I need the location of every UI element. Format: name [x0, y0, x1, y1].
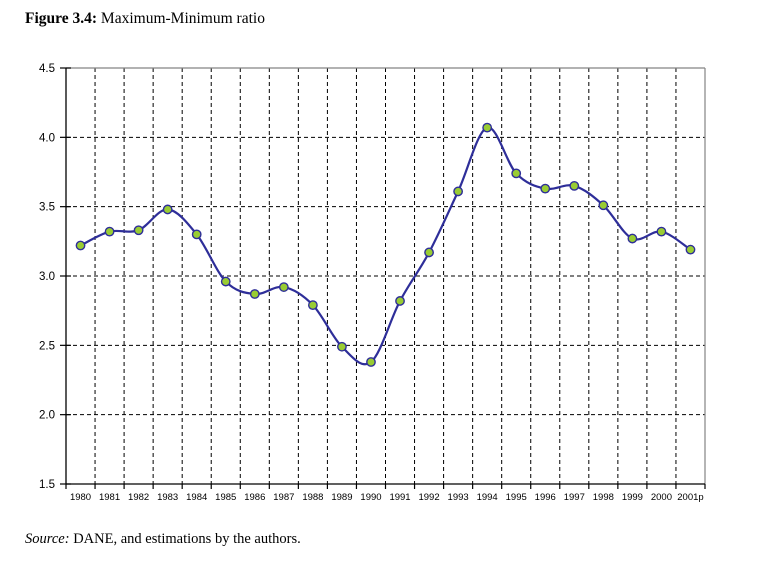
- data-point-1996: [540, 183, 551, 194]
- data-point-1986: [249, 289, 260, 299]
- x-tick-label: 1993: [448, 492, 469, 503]
- x-tick-label: 1998: [593, 492, 614, 503]
- x-tick-label: 1981: [99, 492, 120, 503]
- source-note: Source: DANE, and estimations by the aut…: [25, 531, 301, 548]
- x-tick-label: 1995: [506, 492, 527, 503]
- y-tick-label: 2.0: [39, 410, 55, 422]
- x-tick-label: 1987: [273, 492, 294, 503]
- x-tick-label: 1989: [331, 492, 352, 503]
- y-tick-label: 1.5: [39, 479, 55, 491]
- data-point-1992: [424, 247, 434, 258]
- data-point-1995: [511, 168, 522, 179]
- source-label: Source:: [25, 531, 70, 547]
- y-tick-label: 4.0: [39, 132, 55, 144]
- data-point-2001p: [685, 244, 696, 255]
- data-point-1982: [133, 225, 144, 236]
- x-tick-label: 1991: [389, 492, 410, 503]
- x-tick-label: 1983: [157, 492, 178, 503]
- x-tick-label: 1994: [477, 492, 498, 503]
- figure-title-label: Figure 3.4:: [25, 10, 98, 27]
- x-tick-label: 2001p: [677, 492, 703, 503]
- data-point-1997: [569, 180, 580, 191]
- y-tick-label: 4.5: [39, 63, 55, 75]
- x-tick-label: 1980: [70, 492, 91, 503]
- x-tick-label: 1986: [244, 492, 265, 503]
- x-tick-label: 1984: [186, 492, 207, 503]
- data-point-1998: [598, 200, 609, 211]
- data-point-1988: [307, 300, 318, 311]
- data-point-1980: [75, 240, 86, 251]
- data-point-1985: [220, 276, 231, 287]
- x-tick-label: 1999: [622, 492, 643, 503]
- data-point-1987: [278, 282, 289, 292]
- figure-title-text: Maximum-Minimum ratio: [97, 10, 265, 27]
- source-text: DANE, and estimations by the authors.: [69, 531, 301, 547]
- data-point-1989: [337, 341, 347, 352]
- x-tick-label: 1997: [564, 492, 585, 503]
- x-tick-label: 1996: [535, 492, 556, 503]
- data-point-1990: [366, 357, 376, 367]
- data-point-1991: [395, 296, 405, 306]
- x-tick-label: 1982: [128, 492, 149, 503]
- y-tick-label: 3.0: [39, 271, 55, 283]
- y-tick-label: 2.5: [39, 340, 55, 352]
- x-tick-label: 1990: [360, 492, 381, 503]
- data-line: [79, 126, 692, 366]
- x-tick-label: 2000: [651, 492, 672, 503]
- data-point-1994: [482, 122, 493, 133]
- figure-title: Figure 3.4: Maximum-Minimum ratio: [25, 10, 265, 28]
- x-tick-label: 1988: [302, 492, 323, 503]
- data-point-1981: [104, 226, 115, 237]
- x-tick-label: 1992: [418, 492, 439, 503]
- x-tick-label: 1985: [215, 492, 236, 503]
- y-tick-label: 3.5: [39, 202, 55, 214]
- data-point-1983: [162, 204, 173, 215]
- data-point-2000: [656, 226, 667, 237]
- data-point-1999: [627, 233, 638, 244]
- data-point-1984: [191, 229, 202, 240]
- data-point-1993: [453, 186, 464, 197]
